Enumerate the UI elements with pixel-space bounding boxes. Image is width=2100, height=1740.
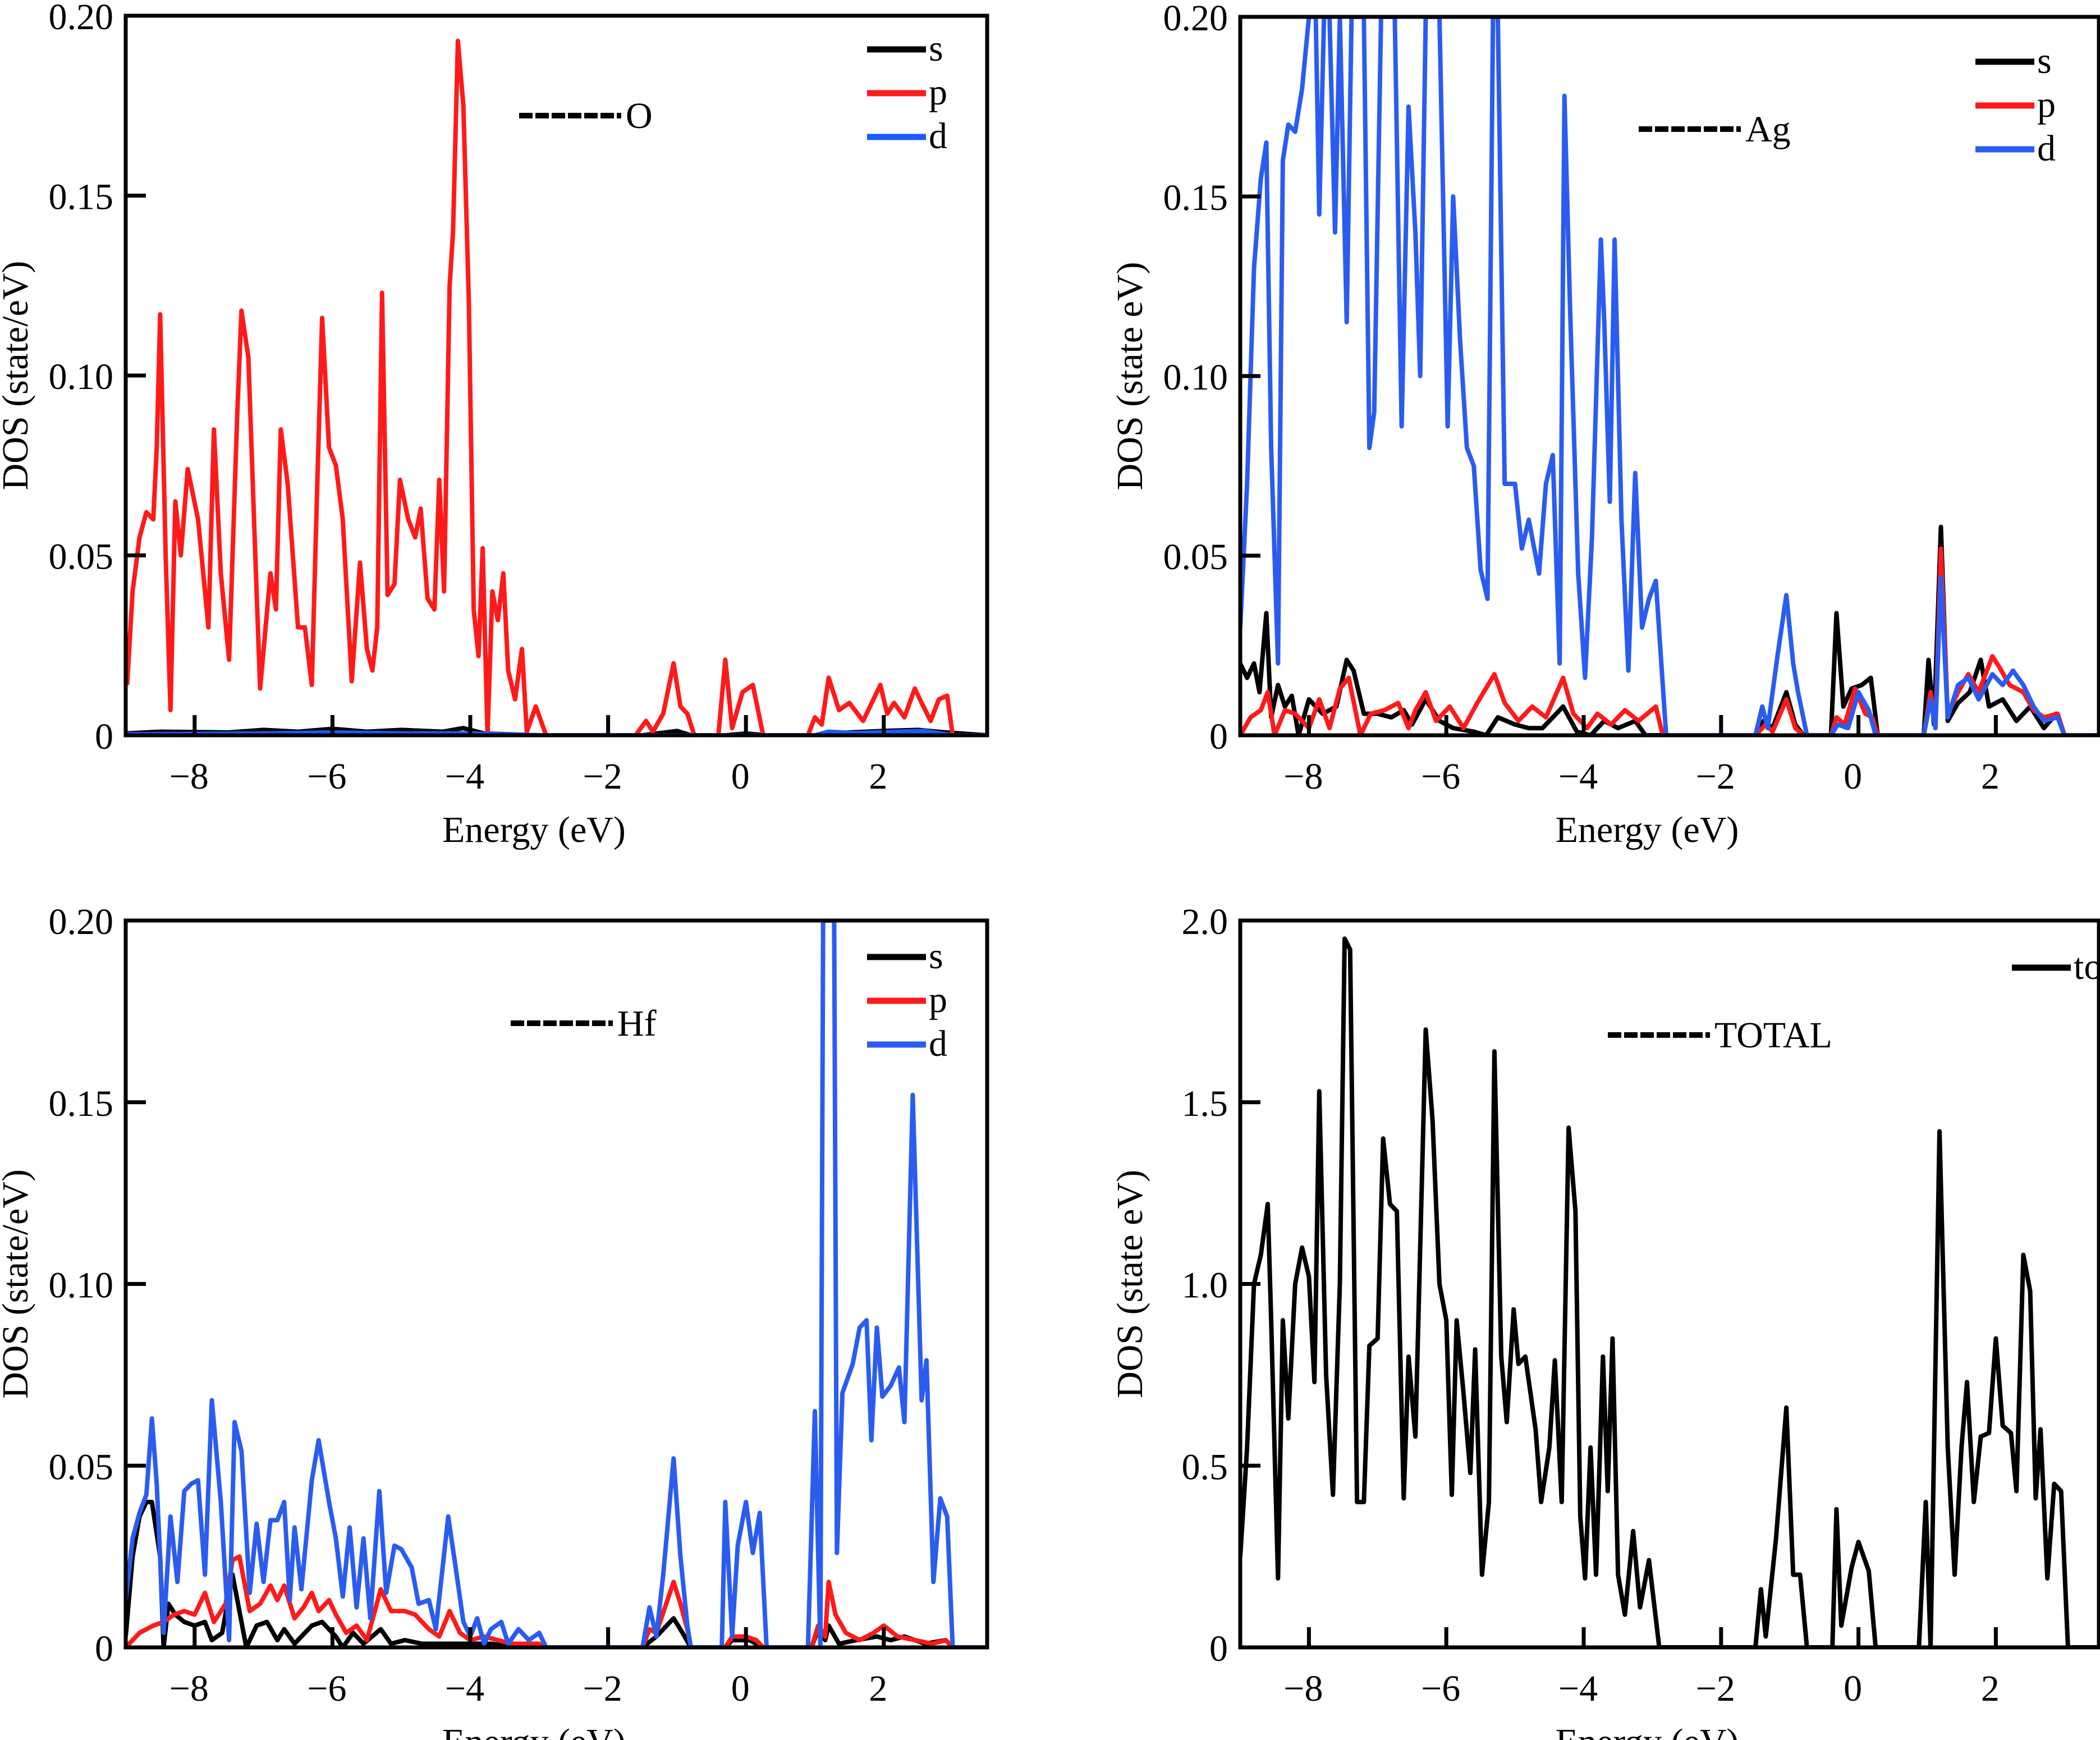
y-tick-label: 0.05 [49,537,114,578]
y-axis-title: DOS (state eV) [1109,1170,1150,1398]
series-line-p [126,1554,987,1647]
y-tick-label: 0.15 [1163,177,1228,218]
x-tick-label: −4 [445,756,484,797]
series-line-tot [1240,936,2099,1647]
y-axis-title: DOS (state eV) [1109,262,1150,491]
panel-hf-dos: −8 −6 −4 −2 0 2 0 0.05 0.10 0.15 0.20 Energy (eV) DO… [0,901,989,1740]
legend: spd [1975,40,2056,169]
y-axis-title: DOS (state/eV) [0,1169,36,1399]
series-line-p [126,38,987,735]
x-axis-title: Energy (eV) [442,809,626,850]
series-group [1240,17,2099,735]
x-tick-label: 0 [1844,756,1862,797]
y-tick-label: 0 [95,716,113,757]
y-tick-label: 1.5 [1182,1083,1228,1124]
y-tick-label: 0.20 [1163,0,1228,39]
x-axis-title: Energy (eV) [442,1721,626,1740]
y-tick-label: 0 [95,1628,113,1669]
legend: spd [867,28,947,157]
y-tick-label: 0.05 [49,1446,114,1487]
element-annotation: O [626,95,653,136]
panel-total-dos: −8 −6 −4 −2 0 2 0 0.5 1.0 1.5 2.0 Energy (eV) DOS (s… [1109,901,2100,1740]
y-tick-label: 0.15 [49,1083,114,1124]
legend-label-p: p [2037,84,2056,125]
y-tick-label: 0.10 [49,356,114,397]
x-axis-title: Energy (eV) [1556,809,1739,850]
plot-frame [123,13,989,738]
y-tick-label: 0 [1209,716,1228,757]
y-tick-label: 0.10 [1163,357,1228,398]
series-line-d [1240,17,2099,735]
legend-label-s: s [929,28,943,69]
x-tick-label: 0 [1844,1668,1862,1709]
x-tick-label: −2 [1696,1668,1735,1709]
x-tick-label: 2 [1981,1668,2000,1709]
legend: spd [867,936,947,1064]
series-line-d [126,921,987,1647]
legend-label-d: d [2037,128,2056,169]
x-tick-label: 2 [869,756,887,797]
y-tick-label: 0 [1209,1628,1228,1669]
series-group [126,921,987,1647]
x-tick-label: −8 [1283,1668,1323,1709]
x-tick-label: −6 [307,1668,346,1709]
x-tick-label: 0 [731,756,750,797]
y-tick-label: 0.05 [1163,537,1228,578]
element-annotation: TOTAL [1714,1015,1832,1056]
y-tick-label: 2.0 [1182,901,1228,942]
element-annotation: Hf [617,1003,657,1044]
legend-label-tot: tot [2074,946,2100,987]
legend-label-s: s [929,936,943,977]
legend: tot [2012,946,2100,987]
legend-label-p: p [929,72,947,113]
x-tick-label: −4 [1558,1668,1598,1709]
x-tick-label: −6 [1421,756,1460,797]
series-group [126,38,987,735]
x-tick-label: −8 [169,756,209,797]
legend-label-d: d [929,1023,947,1064]
x-tick-label: −6 [1421,1668,1460,1709]
y-axis-title: DOS (state/eV) [0,261,36,491]
series-line-s [1240,524,2099,735]
plot-frame [1238,918,2100,1650]
series-group [1240,936,2099,1647]
x-tick-label: −4 [1558,756,1598,797]
y-tick-label: 1.0 [1182,1265,1228,1306]
x-tick-label: 2 [869,1668,887,1709]
y-tick-label: 0.10 [49,1265,114,1306]
x-tick-label: −6 [307,756,346,797]
legend-label-d: d [929,116,947,157]
legend-label-p: p [929,979,947,1020]
y-tick-label: 0.20 [49,901,114,942]
y-tick-label: 0.20 [49,0,114,38]
y-tick-label: 0.15 [49,177,114,218]
series-line-p [1240,546,2099,735]
x-tick-label: −4 [445,1668,484,1709]
x-tick-label: −2 [583,1668,622,1709]
x-tick-label: −2 [1696,756,1735,797]
element-annotation: Ag [1745,109,1791,150]
panel-o-dos: −8 −6 −4 −2 0 2 0 0.05 0.10 0.15 0.20 Energy (eV) DO… [0,0,989,850]
x-tick-label: −2 [583,756,622,797]
y-tick-label: 0.5 [1182,1446,1228,1487]
x-axis-title: Energy (eV) [1556,1721,1739,1740]
x-tick-label: −8 [169,1668,209,1709]
series-line-d [126,729,987,735]
legend-label-s: s [2037,40,2052,81]
x-tick-label: 2 [1981,756,2000,797]
panel-ag-dos: −8 −6 −4 −2 0 2 0 0.05 0.10 0.15 0.20 Energy (eV) DO… [1109,0,2100,850]
x-tick-label: 0 [731,1668,750,1709]
x-tick-label: −8 [1283,756,1323,797]
